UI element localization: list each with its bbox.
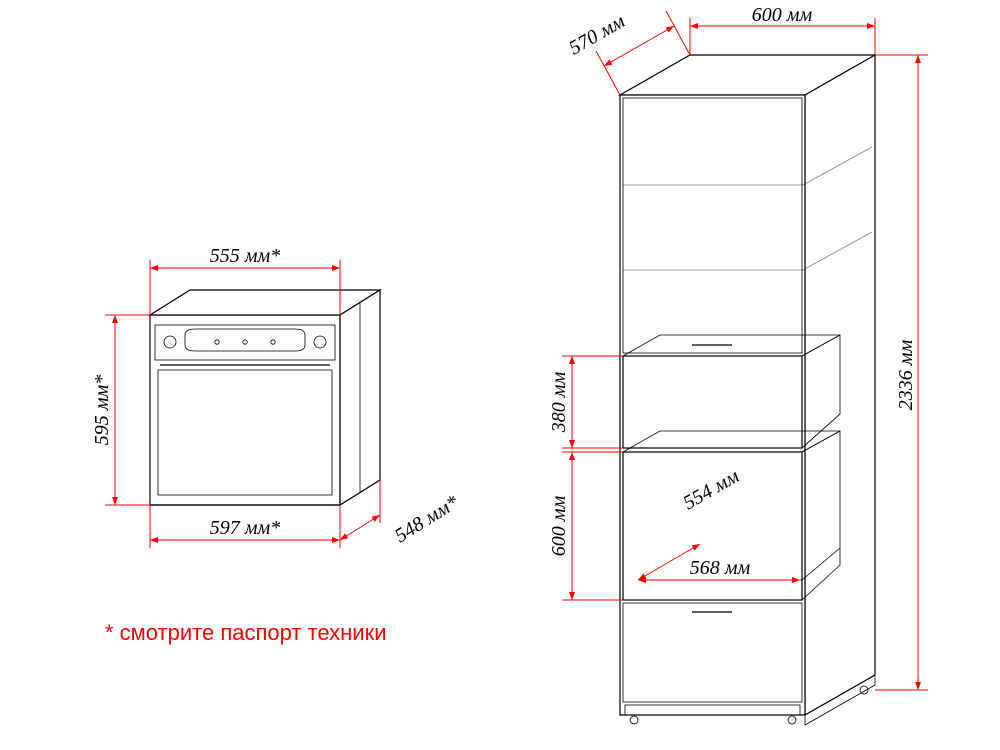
cabinet-width: 600 мм: [752, 4, 813, 26]
technical-diagram: 555 мм* 595 мм* 597 мм* 548 мм*: [0, 0, 1000, 750]
cabinet-drawing: 570 мм 600 мм 2336 мм 380 мм 600 мм 554 …: [548, 4, 928, 725]
oven-height-left: 595 мм*: [91, 375, 113, 446]
oven-width-bottom: 597 мм*: [210, 517, 281, 539]
cabinet-inner-width: 568 мм: [690, 557, 751, 579]
cabinet-niche1-h: 380 мм: [548, 372, 570, 434]
oven-depth: 548 мм*: [391, 491, 462, 547]
footnote-text: * смотрите паспорт техники: [105, 620, 387, 645]
oven-width-top: 555 мм*: [210, 245, 281, 267]
cabinet-niche2-h: 600 мм: [548, 496, 570, 557]
cabinet-height: 2336 мм: [895, 340, 917, 411]
oven-drawing: 555 мм* 595 мм* 597 мм* 548 мм*: [91, 245, 462, 548]
